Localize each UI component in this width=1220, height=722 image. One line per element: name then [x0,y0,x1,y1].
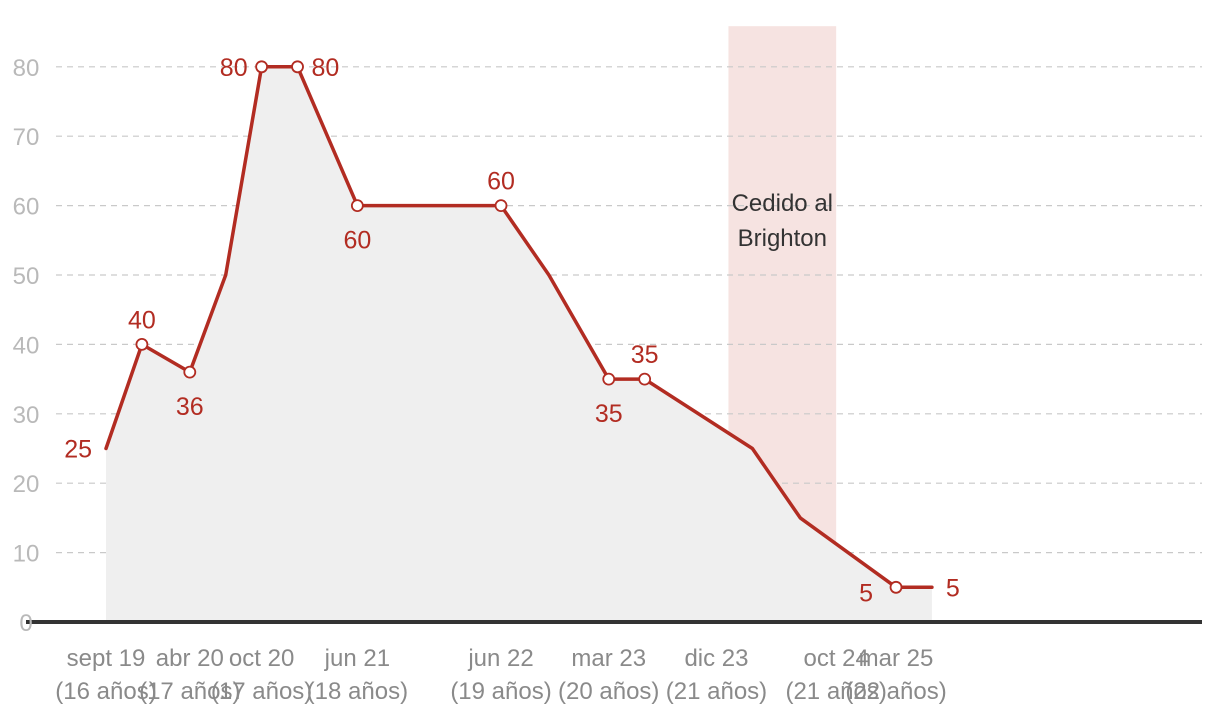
y-tick-label: 30 [13,402,40,429]
x-tick-sublabel: (18 años) [307,678,408,705]
x-tick-label: jun 22 [467,645,533,672]
y-tick-label: 50 [13,263,40,290]
data-point-marker [350,199,364,213]
loan-annotation: Brighton [738,225,827,252]
x-tick-label: abr 20 [156,645,224,672]
x-tick-sublabel: (22 años) [845,678,946,705]
x-tick-label: oct 24 [803,645,868,672]
x-tick-sublabel: (20 años) [558,678,659,705]
series-area [106,66,932,623]
x-tick-sublabel: (21 años) [666,678,767,705]
x-tick-label: mar 23 [571,645,646,672]
x-tick-sublabel: (21 años) [785,678,886,705]
data-point-marker [183,365,197,379]
data-label: 80 [220,54,248,82]
x-tick-label: mar 25 [859,645,934,672]
data-point-marker [889,580,903,594]
data-label: 35 [631,341,659,369]
data-label: 40 [128,306,156,334]
x-tick-sublabel: (19 años) [450,678,551,705]
y-tick-label: 60 [13,194,40,221]
data-point-marker [255,60,269,74]
y-tick-label: 10 [13,541,40,568]
x-tick-sublabel: (17 años) [139,678,240,705]
data-label: 5 [946,574,960,602]
data-label: 80 [312,54,340,82]
x-tick-label: jun 21 [324,645,390,672]
data-label: 60 [343,227,371,255]
data-point-marker [494,199,508,213]
data-label: 35 [595,400,623,428]
loan-annotation: Cedido al [732,190,833,217]
data-point-marker [638,372,652,386]
y-tick-label: 0 [19,610,32,637]
x-tick-label: sept 19 [67,645,146,672]
data-point-marker [291,60,304,74]
x-tick-sublabel: (17 años) [211,678,312,705]
data-label: 5 [859,579,873,607]
data-label: 36 [176,393,204,421]
x-tick-label: dic 23 [684,645,748,672]
data-label: 60 [487,168,515,196]
data-point-marker [135,337,149,351]
y-tick-label: 80 [13,55,40,82]
data-point-marker [602,372,616,386]
y-tick-label: 40 [13,332,40,359]
y-tick-label: 20 [13,471,40,498]
data-label: 25 [64,436,92,464]
y-tick-label: 70 [13,124,40,151]
x-tick-sublabel: (16 años) [55,678,156,705]
x-tick-label: oct 20 [229,645,294,672]
